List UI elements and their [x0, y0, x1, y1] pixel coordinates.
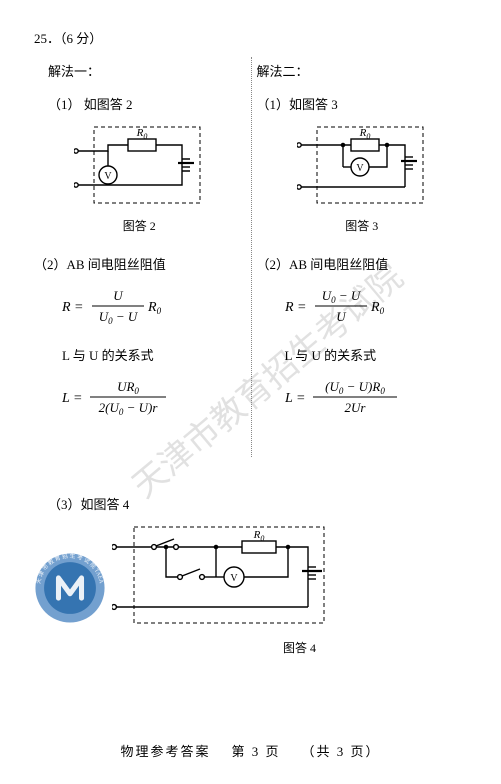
formula-R-left: R = U U0 − U R0: [62, 283, 245, 329]
two-methods: 解法一： （1） 如图答 2: [34, 57, 467, 434]
r0-label: R0: [136, 127, 148, 141]
page-footer: 物理参考答案 第 3 页 （共 3 页）: [0, 741, 501, 760]
m1-part2: （2）AB 间电阻丝阻值: [34, 254, 245, 273]
svg-text:U: U: [113, 288, 124, 303]
m1-part1: （1） 如图答 2: [34, 94, 245, 113]
m2-part1: （1）如图答 3: [257, 94, 468, 113]
formula-L-right: L = (U0 − U)R0 2Ur: [285, 374, 468, 422]
svg-text:U: U: [336, 309, 347, 324]
svg-text:(U0 − U)R0: (U0 − U)R0: [325, 379, 385, 396]
svg-text:V: V: [356, 163, 364, 174]
svg-text:R0: R0: [370, 300, 385, 316]
footer-title: 物理参考答案: [120, 744, 210, 759]
formula-L-left: L = UR0 2(U0 − U)r: [62, 374, 245, 422]
method-two-title: 解法二：: [257, 61, 468, 80]
footer-page: 第 3 页: [231, 744, 280, 759]
qpoints: （6 分）: [60, 31, 102, 46]
svg-text:UR0: UR0: [117, 379, 139, 396]
figure-3: R0 V 图答 3: [257, 123, 468, 234]
m2-rel: L 与 U 的关系式: [285, 345, 468, 364]
m1-rel: L 与 U 的关系式: [62, 345, 245, 364]
circuit-fig2: R0 V: [74, 123, 204, 211]
fig4-caption: 图答 4: [283, 639, 316, 656]
svg-text:V: V: [230, 573, 238, 584]
svg-text:R =: R =: [285, 300, 307, 315]
method-one: 解法一： （1） 如图答 2: [34, 57, 251, 434]
circuit-fig3: R0 V: [297, 123, 427, 211]
svg-text:R0: R0: [358, 127, 370, 141]
fig2-caption: 图答 2: [123, 217, 156, 234]
formula-R-right: R = U0 − U U R0: [285, 283, 468, 329]
svg-text:2(U0 − U)r: 2(U0 − U)r: [99, 400, 159, 417]
method-one-title: 解法一：: [34, 61, 245, 80]
circuit-fig4: R0 V: [112, 523, 332, 633]
qnum: 25．: [34, 31, 60, 46]
figure-2: R0 V 图答 2: [34, 123, 245, 234]
question-number: 25．（6 分）: [34, 28, 467, 47]
figure-4: R0 V 图答 4: [112, 523, 467, 656]
svg-text:R0: R0: [147, 300, 162, 316]
svg-text:2Ur: 2Ur: [344, 400, 366, 415]
page: 25．（6 分） 解法一： （1） 如图答 2: [0, 28, 501, 656]
svg-text:U0 − U: U0 − U: [321, 288, 361, 305]
method-two: 解法二： （1）如图答 3: [251, 57, 468, 434]
part3: （3）如图答 4: [34, 494, 467, 656]
column-divider: [251, 57, 252, 457]
fig3-caption: 图答 3: [345, 217, 378, 234]
svg-text:L =: L =: [285, 391, 305, 406]
svg-text:L =: L =: [62, 391, 82, 406]
svg-text:U0 − U: U0 − U: [99, 309, 139, 326]
svg-text:R0: R0: [253, 529, 265, 543]
m2-part2: （2）AB 间电阻丝阻值: [257, 254, 468, 273]
footer-total: （共 3 页）: [302, 744, 381, 759]
part3-label: （3）如图答 4: [34, 494, 467, 513]
svg-text:R =: R =: [62, 300, 84, 315]
voltmeter-label: V: [105, 171, 113, 182]
